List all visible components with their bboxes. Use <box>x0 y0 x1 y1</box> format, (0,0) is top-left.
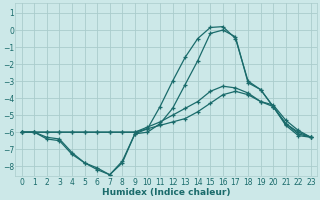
X-axis label: Humidex (Indice chaleur): Humidex (Indice chaleur) <box>102 188 231 197</box>
